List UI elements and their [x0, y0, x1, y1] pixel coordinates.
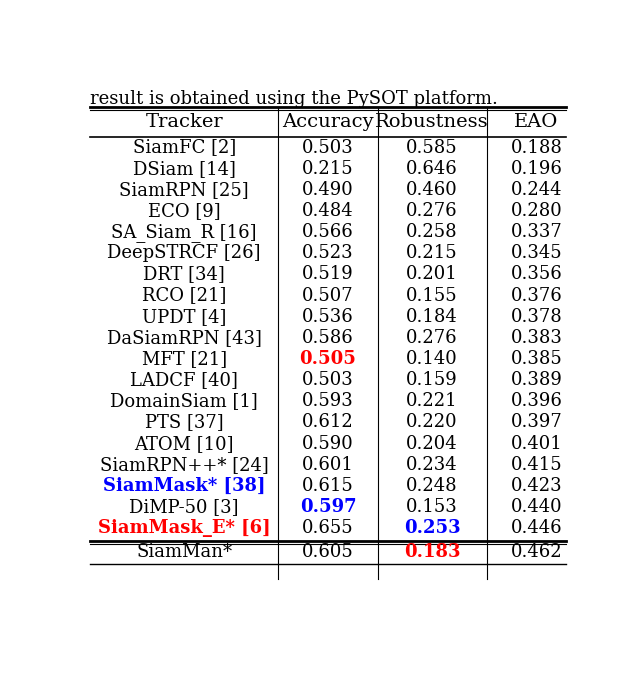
- Text: 0.184: 0.184: [406, 308, 458, 326]
- Text: SiamRPN [25]: SiamRPN [25]: [119, 181, 249, 199]
- Text: SA_Siam_R [16]: SA_Siam_R [16]: [111, 222, 257, 241]
- Text: 0.337: 0.337: [511, 223, 562, 241]
- Text: DeepSTRCF [26]: DeepSTRCF [26]: [108, 244, 261, 262]
- Text: Accuracy: Accuracy: [282, 113, 374, 131]
- Text: 0.415: 0.415: [511, 456, 562, 474]
- Text: 0.155: 0.155: [406, 286, 458, 305]
- Text: result is obtained using the PySOT platform.: result is obtained using the PySOT platf…: [90, 90, 498, 108]
- Text: 0.505: 0.505: [300, 350, 356, 368]
- Text: 0.188: 0.188: [510, 138, 563, 156]
- Text: 0.345: 0.345: [511, 244, 562, 262]
- Text: 0.385: 0.385: [511, 350, 562, 368]
- Text: 0.423: 0.423: [511, 477, 562, 495]
- Text: 0.566: 0.566: [302, 223, 354, 241]
- Text: 0.655: 0.655: [302, 519, 354, 537]
- Text: 0.153: 0.153: [406, 498, 458, 516]
- Text: DSiam [14]: DSiam [14]: [132, 160, 236, 178]
- Text: SiamRPN++* [24]: SiamRPN++* [24]: [100, 456, 269, 474]
- Text: 0.460: 0.460: [406, 181, 458, 199]
- Text: 0.507: 0.507: [302, 286, 354, 305]
- Text: 0.586: 0.586: [302, 329, 354, 347]
- Text: 0.215: 0.215: [406, 244, 458, 262]
- Text: 0.378: 0.378: [511, 308, 562, 326]
- Text: ECO [9]: ECO [9]: [148, 202, 220, 220]
- Text: 0.601: 0.601: [302, 456, 354, 474]
- Text: 0.646: 0.646: [406, 160, 458, 178]
- Text: 0.389: 0.389: [510, 371, 563, 389]
- Text: 0.253: 0.253: [404, 519, 460, 537]
- Text: 0.397: 0.397: [511, 413, 562, 431]
- Text: 0.140: 0.140: [406, 350, 458, 368]
- Text: 0.612: 0.612: [302, 413, 354, 431]
- Text: 0.519: 0.519: [302, 266, 354, 283]
- Text: UPDT [4]: UPDT [4]: [142, 308, 227, 326]
- Text: 0.356: 0.356: [511, 266, 562, 283]
- Text: 0.396: 0.396: [510, 392, 563, 410]
- Text: 0.258: 0.258: [406, 223, 458, 241]
- Text: EAO: EAO: [514, 113, 559, 131]
- Text: SiamFC [2]: SiamFC [2]: [132, 138, 236, 156]
- Text: 0.220: 0.220: [406, 413, 458, 431]
- Text: RCO [21]: RCO [21]: [142, 286, 227, 305]
- Text: 0.204: 0.204: [406, 435, 458, 452]
- Text: 0.605: 0.605: [302, 543, 354, 561]
- Text: 0.248: 0.248: [406, 477, 458, 495]
- Text: DRT [34]: DRT [34]: [143, 266, 225, 283]
- Text: PTS [37]: PTS [37]: [145, 413, 223, 431]
- Text: 0.280: 0.280: [511, 202, 562, 220]
- Text: 0.440: 0.440: [511, 498, 562, 516]
- Text: Tracker: Tracker: [145, 113, 223, 131]
- Text: 0.597: 0.597: [300, 498, 356, 516]
- Text: 0.446: 0.446: [511, 519, 562, 537]
- Text: 0.490: 0.490: [302, 181, 354, 199]
- Text: SiamMan*: SiamMan*: [136, 543, 232, 561]
- Text: 0.196: 0.196: [510, 160, 563, 178]
- Text: 0.159: 0.159: [406, 371, 458, 389]
- Text: MFT [21]: MFT [21]: [141, 350, 227, 368]
- Text: DiMP-50 [3]: DiMP-50 [3]: [129, 498, 239, 516]
- Text: 0.276: 0.276: [406, 202, 458, 220]
- Text: 0.503: 0.503: [302, 371, 354, 389]
- Text: 0.590: 0.590: [302, 435, 354, 452]
- Text: DomainSiam [1]: DomainSiam [1]: [110, 392, 258, 410]
- Text: 0.585: 0.585: [406, 138, 458, 156]
- Text: 0.276: 0.276: [406, 329, 458, 347]
- Text: 0.523: 0.523: [302, 244, 354, 262]
- Text: DaSiamRPN [43]: DaSiamRPN [43]: [107, 329, 262, 347]
- Text: 0.244: 0.244: [511, 181, 562, 199]
- Text: 0.383: 0.383: [510, 329, 563, 347]
- Text: SiamMask* [38]: SiamMask* [38]: [103, 477, 266, 495]
- Text: 0.215: 0.215: [302, 160, 354, 178]
- Text: 0.401: 0.401: [511, 435, 562, 452]
- Text: 0.503: 0.503: [302, 138, 354, 156]
- Text: 0.462: 0.462: [511, 543, 562, 561]
- Text: 0.221: 0.221: [406, 392, 458, 410]
- Text: 0.484: 0.484: [302, 202, 354, 220]
- Text: 0.201: 0.201: [406, 266, 458, 283]
- Text: SiamMask_E* [6]: SiamMask_E* [6]: [98, 519, 271, 537]
- Text: LADCF [40]: LADCF [40]: [130, 371, 238, 389]
- Text: Robustness: Robustness: [375, 113, 489, 131]
- Text: 0.536: 0.536: [302, 308, 354, 326]
- Text: 0.234: 0.234: [406, 456, 458, 474]
- Text: 0.376: 0.376: [511, 286, 562, 305]
- Text: 0.615: 0.615: [302, 477, 354, 495]
- Text: 0.593: 0.593: [302, 392, 354, 410]
- Text: 0.183: 0.183: [404, 543, 460, 561]
- Text: ATOM [10]: ATOM [10]: [134, 435, 234, 452]
